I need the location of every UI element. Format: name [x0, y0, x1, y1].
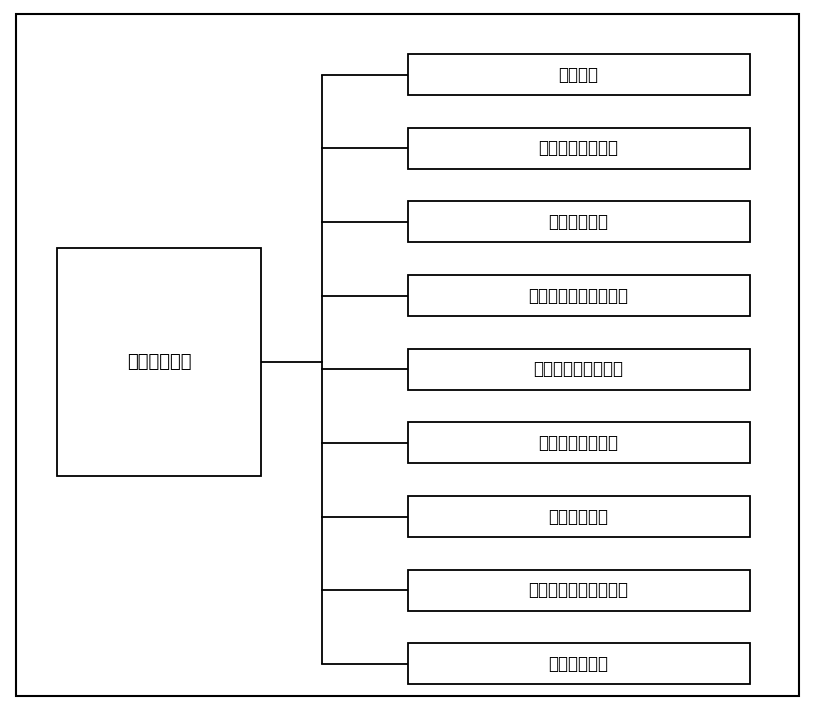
Text: 建桩管理模块: 建桩管理模块: [548, 508, 609, 525]
Text: 客户关系管理模块: 客户关系管理模块: [539, 139, 619, 157]
Text: 助力车设备数据模块: 助力车设备数据模块: [534, 360, 623, 378]
Text: 产品信息模块: 产品信息模块: [548, 213, 609, 231]
Text: 充电设施运行记录模块: 充电设施运行记录模块: [529, 581, 628, 599]
Text: 运营基础数据模块: 运营基础数据模块: [539, 434, 619, 452]
Bar: [408, 128, 750, 169]
Text: 用户操作模块: 用户操作模块: [126, 353, 192, 371]
Bar: [408, 54, 750, 95]
Bar: [408, 201, 750, 243]
Bar: [408, 496, 750, 537]
Text: 系统配置模块: 系统配置模块: [548, 655, 609, 673]
Bar: [57, 248, 261, 476]
Bar: [408, 569, 750, 611]
Bar: [408, 349, 750, 390]
Bar: [408, 643, 750, 684]
Text: 监控模块: 监控模块: [558, 65, 599, 84]
Bar: [408, 275, 750, 316]
Bar: [408, 422, 750, 464]
Text: 充电设施基础数据模块: 充电设施基础数据模块: [529, 287, 628, 305]
